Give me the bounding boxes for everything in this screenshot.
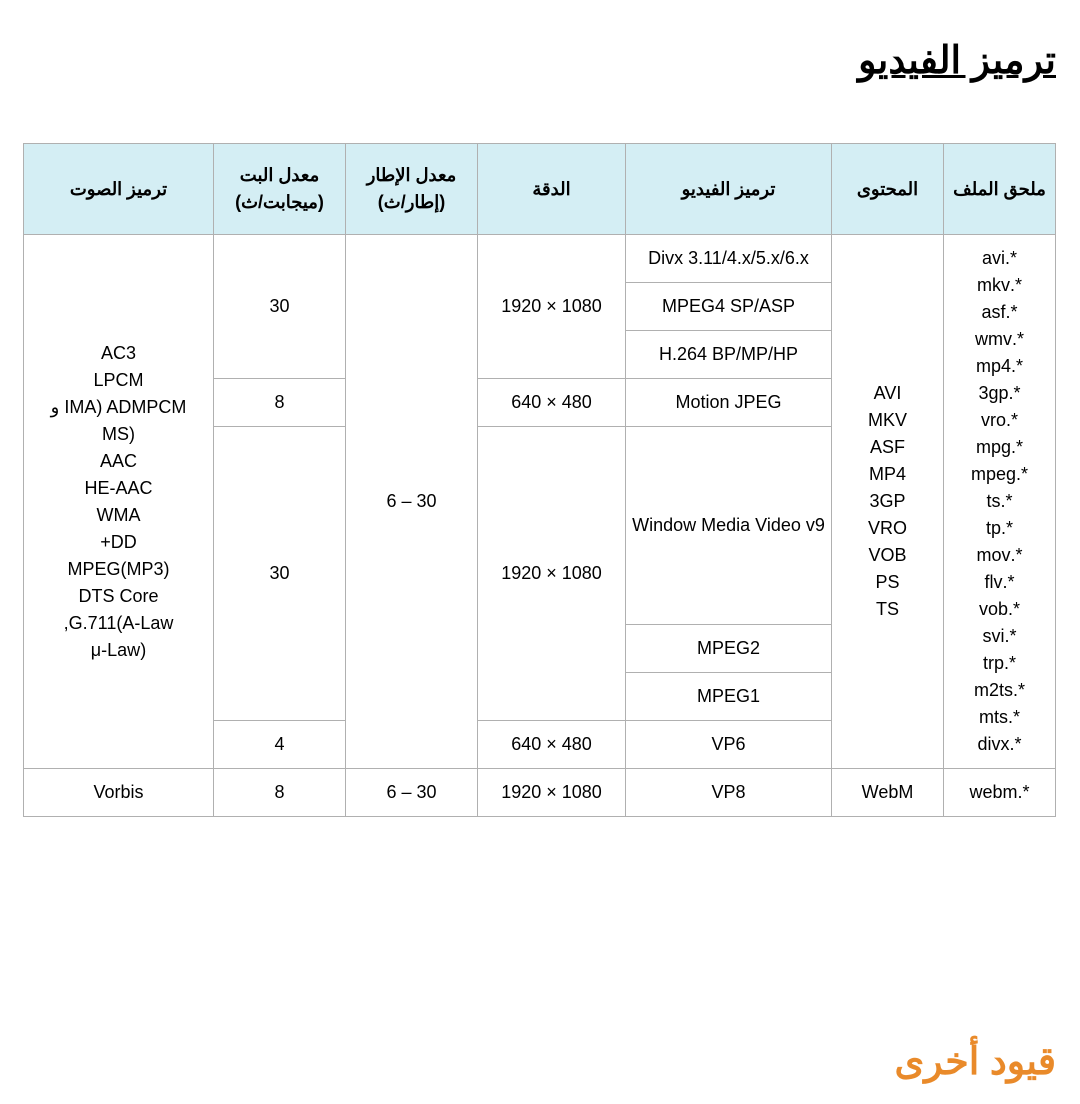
bitrate-unit: (ميجابت/ث) [235, 192, 324, 212]
cell-resolution: 1080 × 1920 [478, 427, 626, 721]
col-bitrate: معدل البت (ميجابت/ث) [214, 144, 346, 235]
cell-bitrate: 30 [214, 427, 346, 721]
cell-resolution: 1080 × 1920 [478, 235, 626, 379]
cell-container-webm: WebM [832, 769, 944, 817]
cell-video-codec: MPEG1 [626, 673, 832, 721]
col-container: المحتوى [832, 144, 944, 235]
frame-rate-label: معدل الإطار [367, 165, 457, 185]
cell-bitrate-webm: 8 [214, 769, 346, 817]
page-title: ترميز الفيديو [24, 38, 1056, 83]
document-page: ترميز الفيديو ملحق الملف المحتوى ترميز ا… [0, 0, 1080, 1104]
cell-resolution-webm: 1080 × 1920 [478, 769, 626, 817]
bitrate-label: معدل البت [240, 165, 319, 185]
col-file-ext: ملحق الملف [944, 144, 1056, 235]
col-resolution: الدقة [478, 144, 626, 235]
cell-bitrate: 4 [214, 721, 346, 769]
cell-resolution: 480 × 640 [478, 721, 626, 769]
col-frame-rate: معدل الإطار (إطار/ث) [346, 144, 478, 235]
video-codec-table: ملحق الملف المحتوى ترميز الفيديو الدقة م… [23, 143, 1056, 817]
cell-video-codec: Divx 3.11/4.x/5.x/6.x [626, 235, 832, 283]
cell-bitrate: 8 [214, 379, 346, 427]
cell-frame-rate-webm: 30 – 6 [346, 769, 478, 817]
table-row: *.avi *.mkv *.asf *.wmv *.mp4 *.3gp *.vr… [24, 235, 1056, 283]
cell-video-codec-webm: VP8 [626, 769, 832, 817]
col-audio-codec: ترميز الصوت [24, 144, 214, 235]
table-row-webm: *.webm WebM VP8 1080 × 1920 30 – 6 8 Vor… [24, 769, 1056, 817]
footer-heading: قيود أخرى [895, 1039, 1057, 1084]
cell-video-codec: Motion JPEG [626, 379, 832, 427]
cell-video-codec: H.264 BP/MP/HP [626, 331, 832, 379]
table-header-row: ملحق الملف المحتوى ترميز الفيديو الدقة م… [24, 144, 1056, 235]
cell-container: AVI MKV ASF MP4 3GP VRO VOB PS TS [832, 235, 944, 769]
cell-video-codec: MPEG4 SP/ASP [626, 283, 832, 331]
cell-resolution: 480 × 640 [478, 379, 626, 427]
frame-rate-unit: (إطار/ث) [378, 192, 445, 212]
cell-video-codec: Window Media Video v9 [626, 427, 832, 625]
col-video-codec: ترميز الفيديو [626, 144, 832, 235]
cell-video-codec: VP6 [626, 721, 832, 769]
cell-audio-codec: AC3 LPCM IMA) ADMPCM و (MS AAC HE-AAC WM… [24, 235, 214, 769]
cell-audio-codec-webm: Vorbis [24, 769, 214, 817]
cell-bitrate: 30 [214, 235, 346, 379]
cell-frame-rate: 30 – 6 [346, 235, 478, 769]
cell-file-ext-webm: *.webm [944, 769, 1056, 817]
cell-video-codec: MPEG2 [626, 625, 832, 673]
cell-file-ext: *.avi *.mkv *.asf *.wmv *.mp4 *.3gp *.vr… [944, 235, 1056, 769]
